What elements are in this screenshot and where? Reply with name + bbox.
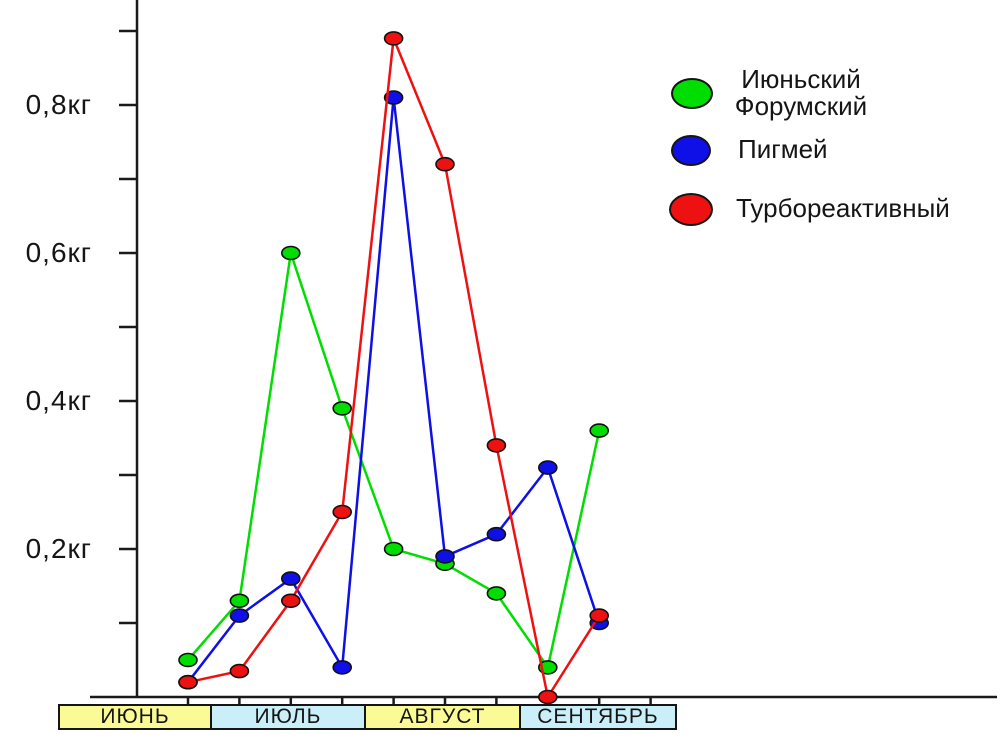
series-line-2: [187, 37, 601, 701]
data-point-series0-x3: [332, 401, 353, 416]
data-point-series2-x5: [435, 156, 455, 172]
series-line-0: [187, 252, 601, 671]
data-point-series0-x0: [178, 652, 198, 668]
data-point-series1-x5: [435, 549, 455, 564]
series-line-1: [187, 97, 601, 683]
data-point-series2-x1: [229, 663, 250, 679]
data-point-series1-x7: [537, 460, 558, 475]
legend-label-red: Турбореактивный: [736, 193, 950, 223]
data-point-series1-x3: [332, 660, 353, 675]
legend-label-green: Июньский Форумский: [710, 66, 892, 120]
data-point-series0-x4: [383, 541, 404, 557]
data-point-series1-x6: [486, 526, 507, 542]
data-point-series1-x4: [383, 90, 404, 105]
data-point-series1-x2: [280, 571, 301, 586]
data-point-series2-x3: [332, 504, 353, 520]
data-point-series2-x2: [280, 593, 301, 609]
month-cell-june: ИЮНЬ: [58, 704, 212, 730]
month-cell-july: ИЮЛЬ: [210, 704, 366, 730]
data-point-series2-x4: [383, 31, 404, 46]
month-cell-september: СЕНТЯБРЬ: [519, 704, 677, 730]
data-point-series2-x7: [537, 689, 558, 705]
data-point-series0-x8: [589, 423, 610, 438]
y-axis-label-0-4: 0,4кг: [25, 385, 92, 416]
y-axis-label-0-2: 0,2кг: [25, 533, 92, 564]
legend-label-blue: Пигмей: [738, 134, 828, 164]
legend-label-green-line1: Июньский: [741, 64, 861, 94]
legend-swatch-blue: [671, 135, 711, 166]
legend-swatch-green: [671, 78, 713, 109]
data-point-series2-x8: [589, 608, 610, 623]
data-point-series2-x6: [486, 438, 507, 453]
data-point-series2-x0: [178, 674, 198, 690]
y-axis-label-0-8: 0,8кг: [25, 89, 92, 120]
legend-label-green-line2: Форумский: [734, 91, 868, 121]
data-point-series1-x1: [229, 608, 250, 623]
legend-swatch-red: [669, 193, 713, 226]
data-point-series0-x2: [280, 245, 301, 261]
data-point-series0-x1: [229, 593, 250, 609]
month-cell-august: АВГУСТ: [364, 704, 521, 730]
data-point-series0-x6: [486, 586, 507, 601]
y-axis-label-0-6: 0,6кг: [25, 237, 92, 268]
